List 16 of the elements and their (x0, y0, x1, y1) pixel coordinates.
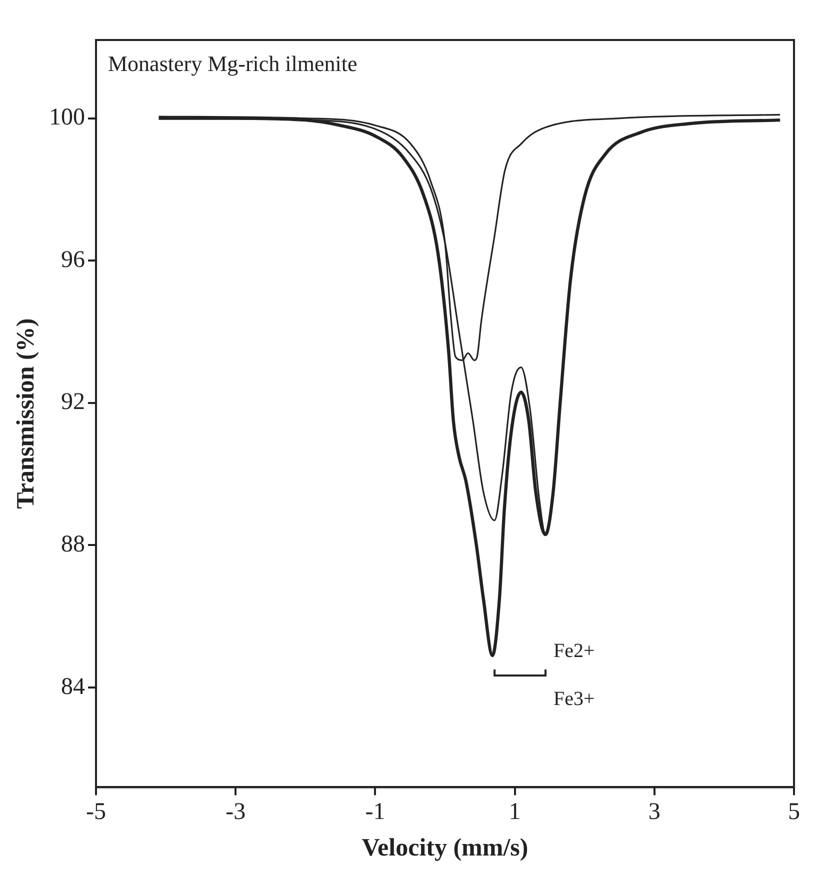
y-tick-label: 100 (49, 104, 85, 131)
x-tick-label: -3 (226, 798, 246, 825)
x-tick-label: -5 (86, 798, 106, 825)
x-tick-label: 1 (508, 798, 521, 825)
x-tick-label: -1 (365, 798, 386, 825)
y-axis-title: Transmission (%) (12, 318, 40, 509)
annotation: Fe3+ (554, 688, 595, 710)
x-tick-label: 5 (788, 798, 800, 825)
text: Monastery Mg-rich ilmenite (108, 50, 358, 76)
y-tick-label: 88 (61, 532, 85, 558)
y-tick-label: 96 (61, 246, 85, 273)
y-tick-label: 92 (61, 389, 85, 416)
x-tick-label: 3 (648, 798, 660, 825)
annotation: Fe2+ (554, 640, 595, 662)
x-axis-title: Velocity (mm/s) (362, 834, 528, 862)
y-tick-label: 84 (61, 674, 85, 700)
